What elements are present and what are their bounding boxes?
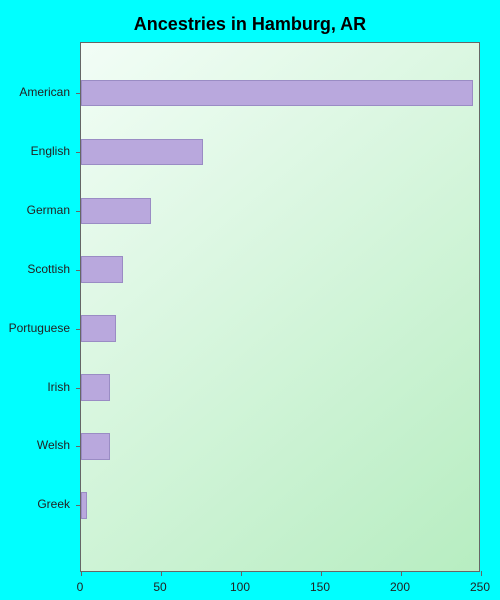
ytick-mark [76,152,81,153]
category-label: American [0,85,70,99]
ytick-mark [76,270,81,271]
category-label: Scottish [0,262,70,276]
xtick-mark [241,571,242,576]
category-label: Irish [0,380,70,394]
bar [81,492,87,519]
ytick-mark [76,329,81,330]
plot-gradient-bg [81,43,479,571]
category-label: English [0,144,70,158]
bar [81,139,203,166]
bar [81,315,116,342]
bar [81,256,123,283]
xtick-label: 200 [390,580,410,594]
bar [81,80,473,107]
bar [81,198,151,225]
category-label: Greek [0,497,70,511]
xtick-mark [161,571,162,576]
chart-outer: Ancestries in Hamburg, AR City-Data.com … [0,0,500,600]
xtick-mark [481,571,482,576]
category-label: Portuguese [0,321,70,335]
category-label: German [0,203,70,217]
xtick-mark [401,571,402,576]
ytick-mark [76,93,81,94]
bar [81,433,110,460]
plot-area [80,42,480,572]
ytick-mark [76,388,81,389]
xtick-label: 100 [230,580,250,594]
chart-title: Ancestries in Hamburg, AR [0,14,500,35]
ytick-mark [76,505,81,506]
ytick-mark [76,211,81,212]
xtick-label: 50 [153,580,166,594]
xtick-label: 250 [470,580,490,594]
xtick-label: 0 [77,580,84,594]
bar [81,374,110,401]
xtick-label: 150 [310,580,330,594]
category-label: Welsh [0,438,70,452]
xtick-mark [321,571,322,576]
xtick-mark [81,571,82,576]
ytick-mark [76,446,81,447]
